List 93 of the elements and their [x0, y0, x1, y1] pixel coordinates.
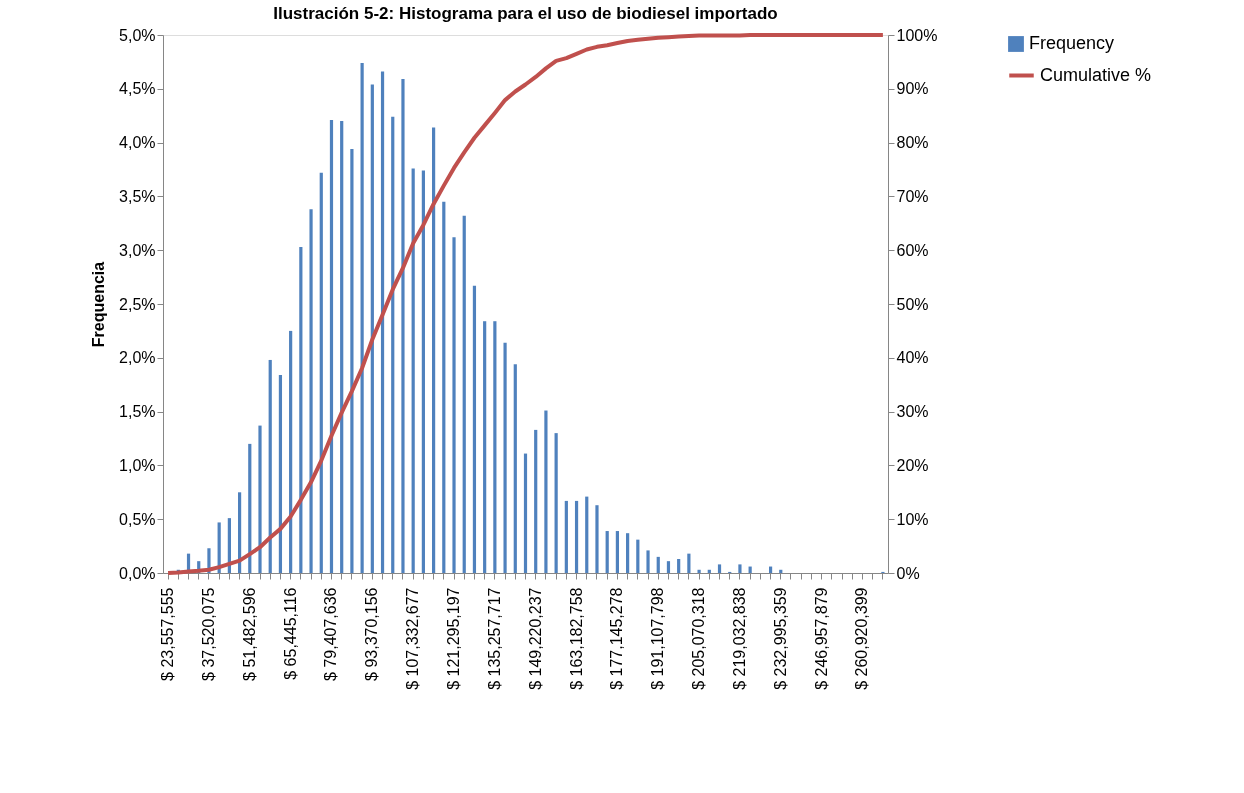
- bar: [472, 285, 477, 573]
- y2-tick-label: 10%: [896, 510, 929, 528]
- x-tick-label: $ 191,107,798: [649, 587, 667, 690]
- y-tick-label: 3,0%: [119, 241, 156, 259]
- x-tick-label: $ 79,407,636: [322, 587, 340, 681]
- x-tick-label: $ 135,257,717: [485, 587, 503, 690]
- bar: [666, 561, 671, 573]
- chart-title: Ilustración 5-2: Histograma para el uso de biodiesel importado: [273, 4, 778, 23]
- y-tick-label: 1,0%: [119, 456, 156, 474]
- bar: [421, 170, 425, 573]
- bar: [391, 116, 395, 573]
- bar: [574, 500, 579, 573]
- y-tick-label: 2,0%: [119, 349, 156, 367]
- bar: [493, 321, 497, 573]
- bar: [319, 172, 323, 573]
- x-tick-label: $ 205,070,318: [690, 587, 708, 690]
- x-tick-label: $ 93,370,156: [363, 587, 381, 681]
- bar: [707, 569, 711, 573]
- y2-tick-label: 90%: [896, 80, 929, 98]
- bar: [677, 559, 681, 573]
- bar: [687, 553, 691, 573]
- x-tick-label: $ 177,145,278: [608, 587, 626, 690]
- legend-label: Frequency: [1029, 33, 1115, 53]
- x-tick-label: $ 65,445,116: [281, 587, 299, 680]
- bar: [350, 149, 354, 573]
- bar: [432, 127, 436, 573]
- x-tick-label: $ 232,995,359: [771, 587, 789, 690]
- y2-tick-label: 0%: [896, 564, 920, 582]
- x-tick-label: $ 219,032,838: [730, 587, 748, 690]
- bar: [401, 79, 405, 573]
- bar: [258, 425, 262, 573]
- y-tick-label: 5,0%: [119, 26, 156, 44]
- bar: [289, 330, 293, 573]
- bar: [534, 429, 538, 573]
- bar: [340, 121, 344, 573]
- y2-tick-label: 50%: [896, 295, 929, 313]
- bar: [636, 539, 640, 573]
- bar: [513, 364, 517, 573]
- bar: [278, 375, 283, 573]
- y-tick-label: 4,5%: [119, 80, 156, 98]
- y-tick-label: 0,5%: [119, 510, 156, 528]
- bar: [370, 84, 374, 573]
- y-tick-label: 2,5%: [119, 295, 156, 313]
- y2-tick-label: 20%: [896, 456, 929, 474]
- bar: [442, 201, 446, 573]
- bar: [595, 505, 599, 573]
- y2-tick-label: 30%: [896, 403, 929, 421]
- bar: [585, 496, 589, 573]
- x-tick-label: $ 163,182,758: [567, 587, 585, 690]
- x-tick-label: $ 260,920,399: [853, 587, 871, 690]
- bar: [411, 168, 415, 573]
- bar: [615, 531, 619, 573]
- bar: [299, 246, 303, 573]
- bar: [329, 120, 334, 573]
- bar: [656, 556, 660, 573]
- bar: [697, 569, 701, 573]
- y2-tick-label: 60%: [896, 241, 929, 259]
- bar: [503, 342, 507, 573]
- x-tick-label: $ 121,295,197: [445, 587, 463, 690]
- bar: [554, 433, 558, 573]
- x-tick-label: $ 246,957,879: [812, 587, 830, 690]
- x-tick-label: $ 107,332,677: [404, 587, 422, 690]
- y2-tick-label: 80%: [896, 134, 929, 152]
- bar: [523, 453, 528, 573]
- y-tick-label: 0,0%: [119, 564, 156, 582]
- y-tick-label: 4,0%: [119, 134, 156, 152]
- bar: [462, 215, 466, 573]
- y-axis-title: Frequencia: [90, 261, 108, 348]
- bar: [646, 550, 650, 573]
- bar: [779, 569, 783, 573]
- bar: [564, 500, 568, 573]
- y2-tick-label: 70%: [896, 187, 929, 205]
- bar: [544, 410, 548, 573]
- x-tick-label: $ 23,557,555: [159, 587, 177, 681]
- bar: [605, 531, 609, 573]
- bar: [483, 321, 487, 573]
- bar: [380, 71, 385, 573]
- bar: [738, 564, 742, 573]
- y-tick-label: 3,5%: [119, 187, 156, 205]
- legend-label: Cumulative %: [1040, 64, 1152, 85]
- y2-tick-label: 40%: [896, 349, 929, 367]
- bar: [248, 443, 252, 573]
- bar: [360, 62, 364, 573]
- x-tick-label: $ 37,520,075: [199, 587, 217, 681]
- bar: [268, 359, 272, 573]
- bar: [452, 237, 456, 573]
- x-tick-label: $ 149,220,237: [526, 587, 544, 690]
- y2-tick-label: 100%: [896, 26, 938, 44]
- y-tick-label: 1,5%: [119, 403, 156, 421]
- bar: [626, 533, 630, 573]
- bar: [309, 209, 313, 573]
- bar: [717, 564, 722, 573]
- x-tick-label: $ 51,482,596: [240, 587, 258, 681]
